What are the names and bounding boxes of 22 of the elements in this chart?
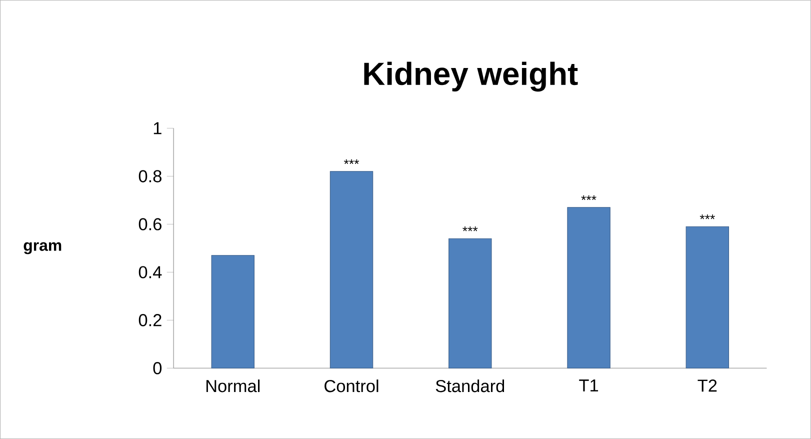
y-tick-label: 0.4 [138,266,162,278]
bar [211,255,254,368]
bar [567,207,610,368]
x-tick-label: T2 [698,379,717,392]
annotation: *** [581,195,596,200]
bar [686,226,730,368]
y-tick-label: 0.2 [138,314,162,326]
bar [330,171,374,368]
y-axis-title: gram [24,242,62,254]
x-tick-label: T1 [579,379,598,392]
annotation: *** [700,214,715,220]
x-tick-label: Standard [436,379,504,392]
y-tick-label: 1 [154,122,162,134]
y-tick-label: 0.6 [138,218,162,230]
annotation: *** [344,159,360,164]
x-tick-label: Normal [206,379,260,392]
bar [448,238,492,368]
chart-title: Kidney weight [364,62,578,92]
annotation: *** [462,226,478,232]
y-tick-label: 0.8 [138,170,162,182]
y-tick-label: 0 [153,362,162,374]
x-tick-label: Control [324,379,378,392]
